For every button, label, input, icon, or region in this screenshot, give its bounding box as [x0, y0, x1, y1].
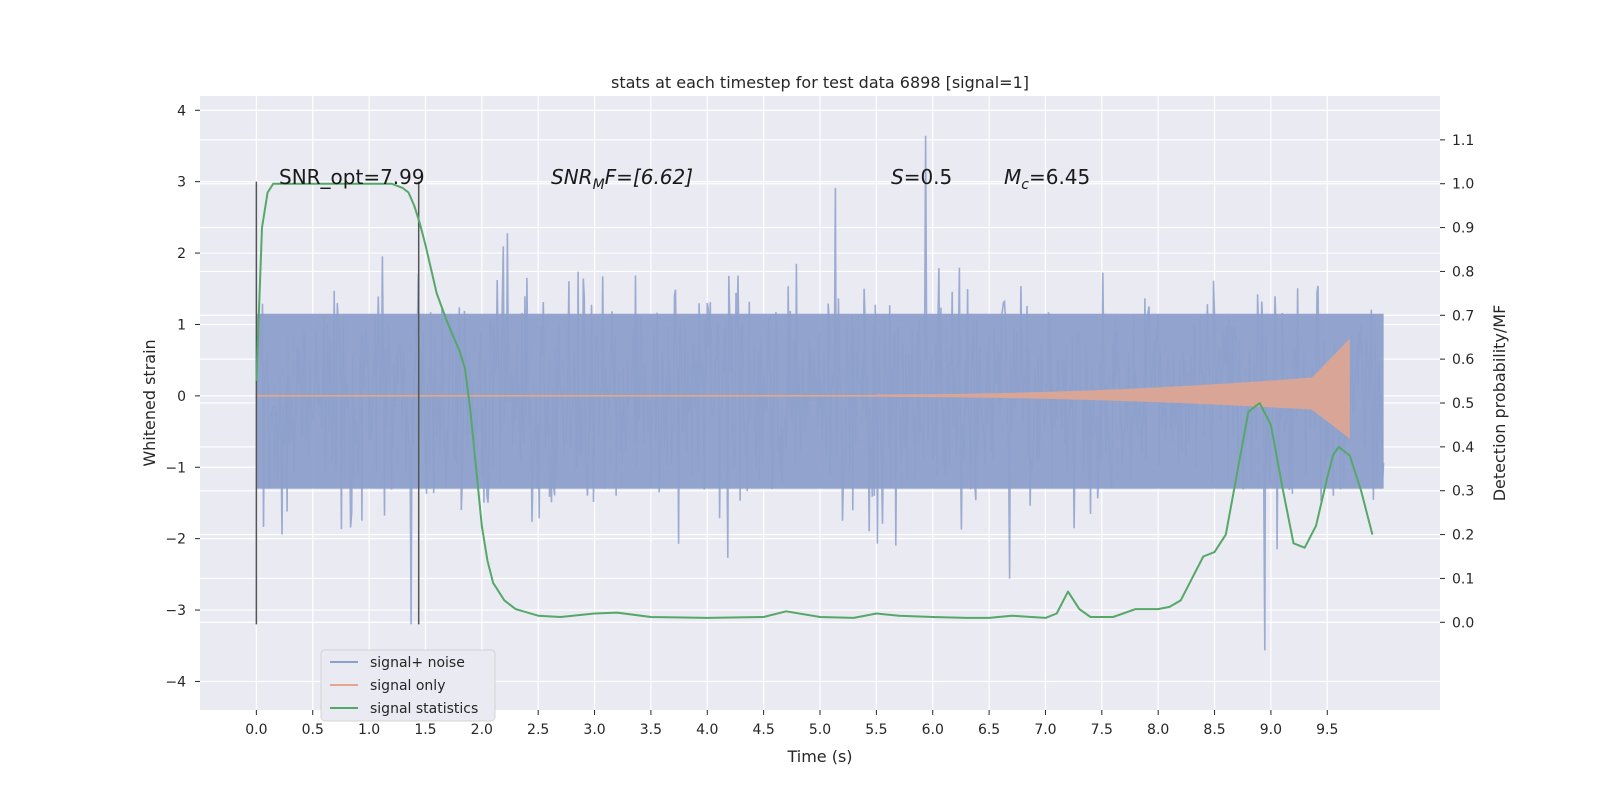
x-tick-label: 8.0 — [1147, 722, 1169, 738]
y-ticks-right: 1.1 1.0 0.9 0.8 0.7 0.6 0.5 0.4 0.3 0.2 0.1 0.0 — [1440, 133, 1474, 631]
x-tick-label: 5.5 — [865, 722, 887, 738]
x-tick-label: 7.5 — [1091, 722, 1113, 738]
y-right-tick-label: 0.2 — [1452, 528, 1474, 544]
y-right-tick-label: 0.3 — [1452, 484, 1474, 500]
annotation-snr-opt: SNR_opt=7.99 — [279, 165, 425, 189]
y-tick-label: −2 — [165, 532, 186, 548]
y-tick-label: 3 — [177, 175, 186, 191]
x-tick-label: 0.0 — [245, 722, 267, 738]
chart-title: stats at each timestep for test data 689… — [611, 73, 1029, 92]
y-tick-label: −3 — [165, 603, 186, 619]
x-tick-label: 5.0 — [809, 722, 831, 738]
y-right-tick-label: 0.7 — [1452, 308, 1474, 324]
y-tick-label: 2 — [177, 246, 186, 262]
annotation-s: S=0.5 — [891, 165, 952, 189]
y-tick-label: −4 — [165, 674, 186, 690]
y-right-tick-label: 0.0 — [1452, 615, 1474, 631]
y-right-tick-label: 0.8 — [1452, 264, 1474, 280]
y-right-tick-label: 0.9 — [1452, 221, 1474, 237]
y-right-tick-label: 1.1 — [1452, 133, 1474, 149]
statistics-line — [255, 182, 1374, 619]
y-right-tick-label: 0.1 — [1452, 571, 1474, 587]
y-right-tick-label: 0.5 — [1452, 396, 1474, 412]
x-tick-label: 9.0 — [1260, 722, 1282, 738]
legend-box — [320, 649, 496, 722]
legend-label-stats: signal statistics — [370, 701, 478, 717]
x-tick-label: 1.0 — [358, 722, 380, 738]
legend: signal+ noise signal only signal statist… — [320, 649, 496, 722]
x-tick-label: 3.0 — [583, 722, 605, 738]
x-tick-label: 4.0 — [696, 722, 718, 738]
series-signal-only — [256, 338, 1350, 439]
legend-label-noise: signal+ noise — [370, 655, 465, 671]
y-right-tick-label: 0.6 — [1452, 352, 1474, 368]
y-tick-label: 4 — [177, 103, 186, 119]
x-tick-label: 4.5 — [753, 722, 775, 738]
legend-label-signal: signal only — [370, 678, 445, 694]
signal-chirp — [876, 338, 1350, 439]
y-right-tick-label: 1.0 — [1452, 177, 1474, 193]
x-tick-label: 2.0 — [471, 722, 493, 738]
y-right-tick-label: 0.4 — [1452, 440, 1474, 456]
x-tick-label: 7.0 — [1034, 722, 1056, 738]
vertical-markers — [255, 181, 420, 625]
annotation-snr-mf: SNRMF=[6.62] — [551, 165, 693, 193]
x-tick-label: 8.5 — [1203, 722, 1225, 738]
y-axis-label: Whitened strain — [140, 339, 159, 466]
annotation-mc: Mc=6.45 — [1004, 165, 1090, 193]
y-ticks: 4 3 2 1 0 −1 −2 −3 −4 — [165, 103, 200, 690]
y-axis-label-right: Detection probability/MF — [1490, 305, 1509, 502]
x-ticks: 0.0 0.5 1.0 1.5 2.0 2.5 3.0 3.5 4.0 4.5 5.0 5.5 6.0 6… — [245, 710, 1338, 738]
x-tick-label: 9.5 — [1316, 722, 1338, 738]
y-tick-label: 1 — [177, 317, 186, 333]
x-axis-label: Time (s) — [786, 747, 852, 766]
x-tick-label: 2.5 — [527, 722, 549, 738]
x-tick-label: 6.5 — [978, 722, 1000, 738]
x-tick-label: 0.5 — [302, 722, 324, 738]
x-tick-label: 1.5 — [414, 722, 436, 738]
x-tick-label: 6.0 — [922, 722, 944, 738]
x-tick-label: 3.5 — [640, 722, 662, 738]
y-tick-label: −1 — [165, 460, 186, 476]
series-signal-statistics — [255, 182, 1374, 619]
y-tick-label: 0 — [177, 389, 186, 405]
